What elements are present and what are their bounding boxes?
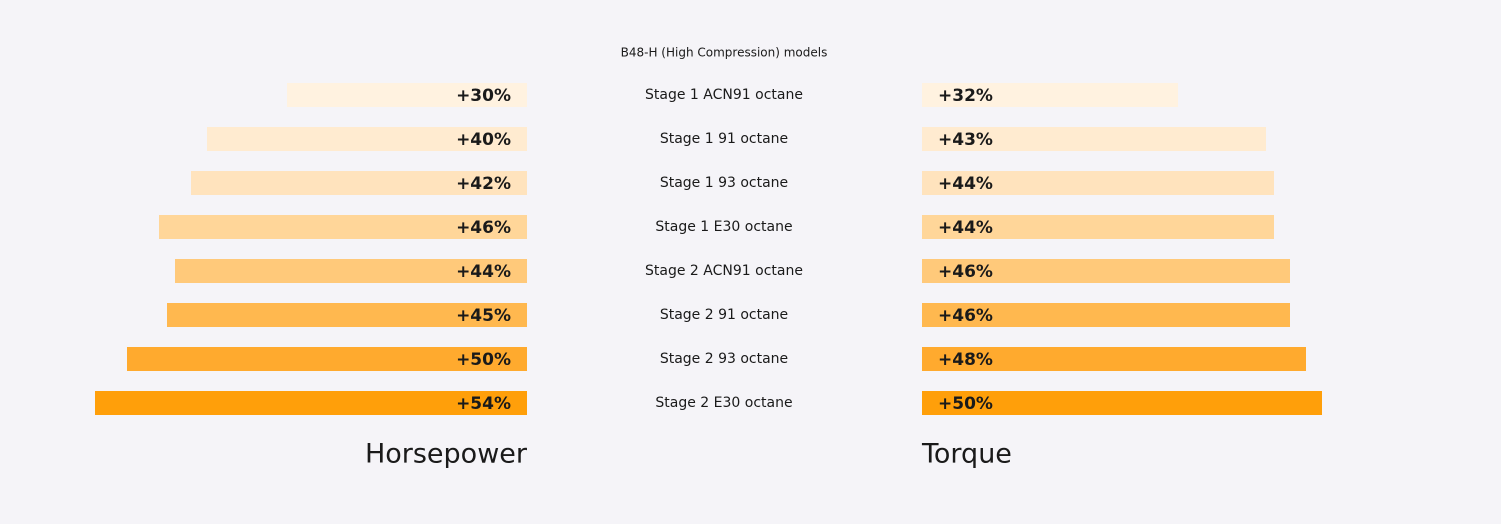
category-label: Stage 2 91 octane [660,307,788,323]
series-label: Torque [921,439,1012,470]
value-label: +46% [456,218,511,238]
bar [922,127,1266,151]
chart-title: B48-H (High Compression) models [621,46,828,60]
bar [95,391,527,415]
category-label: Stage 1 93 octane [660,175,788,191]
value-label: +40% [456,130,511,150]
bar [167,303,527,327]
value-label: +46% [938,262,993,282]
category-label: Stage 1 E30 octane [655,219,792,235]
value-label: +32% [938,86,993,106]
bar [287,83,527,107]
value-label: +48% [938,350,993,370]
value-label: +50% [938,394,993,414]
bar [922,347,1306,371]
bar [191,171,527,195]
series-label: Horsepower [365,439,528,470]
bar [922,83,1178,107]
value-label: +50% [456,350,511,370]
value-label: +44% [938,218,993,238]
value-label: +45% [456,306,511,326]
bar [207,127,527,151]
value-label: +44% [456,262,511,282]
bar [127,347,527,371]
category-label: Stage 2 ACN91 octane [645,263,803,279]
bar [175,259,527,283]
bar [159,215,527,239]
bar [922,391,1322,415]
value-label: +30% [456,86,511,106]
category-label: Stage 1 91 octane [660,131,788,147]
category-label: Stage 2 93 octane [660,351,788,367]
value-label: +54% [456,394,511,414]
category-label: Stage 2 E30 octane [655,395,792,411]
category-label: Stage 1 ACN91 octane [645,87,803,103]
value-label: +46% [938,306,993,326]
bar [922,171,1274,195]
bar [922,259,1290,283]
bar [922,303,1290,327]
value-label: +43% [938,130,993,150]
value-label: +44% [938,174,993,194]
value-label: +42% [456,174,511,194]
bar [922,215,1274,239]
